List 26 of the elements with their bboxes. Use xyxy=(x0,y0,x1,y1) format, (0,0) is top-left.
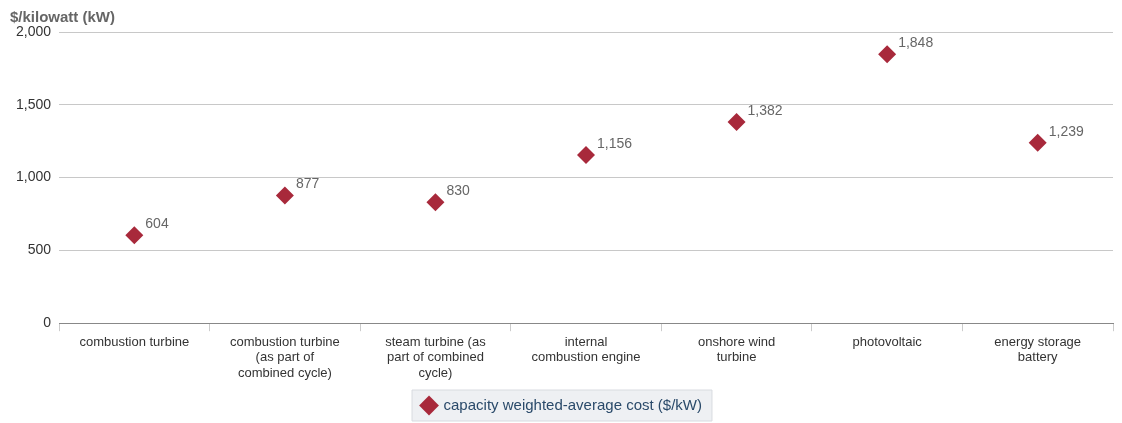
data-label: 1,156 xyxy=(597,134,633,151)
data-label: 1,382 xyxy=(747,101,783,118)
point xyxy=(275,186,294,205)
data-label: 877 xyxy=(295,175,320,192)
x-tick-label: onshore wind turbine xyxy=(697,333,776,365)
data-label: 1,848 xyxy=(898,33,934,50)
x-tick-label: energy storage battery xyxy=(994,333,1082,365)
point xyxy=(426,193,445,212)
point xyxy=(577,145,596,164)
x-tick-label: internal combustion engine xyxy=(531,333,641,365)
x-tick-label: photovoltaic xyxy=(852,333,923,349)
y-tick-label: 1,500 xyxy=(15,95,52,112)
data-label: 1,239 xyxy=(1048,122,1084,139)
point xyxy=(878,45,897,64)
point xyxy=(1028,133,1047,152)
y-tick-label: 0 xyxy=(43,314,52,331)
legend-label: capacity weighted-average cost ($/kW) xyxy=(443,395,702,413)
y-tick-label: 1,000 xyxy=(15,168,52,185)
y-tick-label: 500 xyxy=(27,241,52,258)
data-label: 604 xyxy=(145,215,169,232)
point xyxy=(727,112,746,131)
data-label: 830 xyxy=(446,182,471,199)
point xyxy=(125,226,144,245)
x-tick-label: steam turbine (as part of combined cycle) xyxy=(385,333,487,380)
x-tick-label: combustion turbine (as part of combined cycle) xyxy=(229,333,340,380)
x-tick-label: combustion turbine xyxy=(79,333,190,349)
